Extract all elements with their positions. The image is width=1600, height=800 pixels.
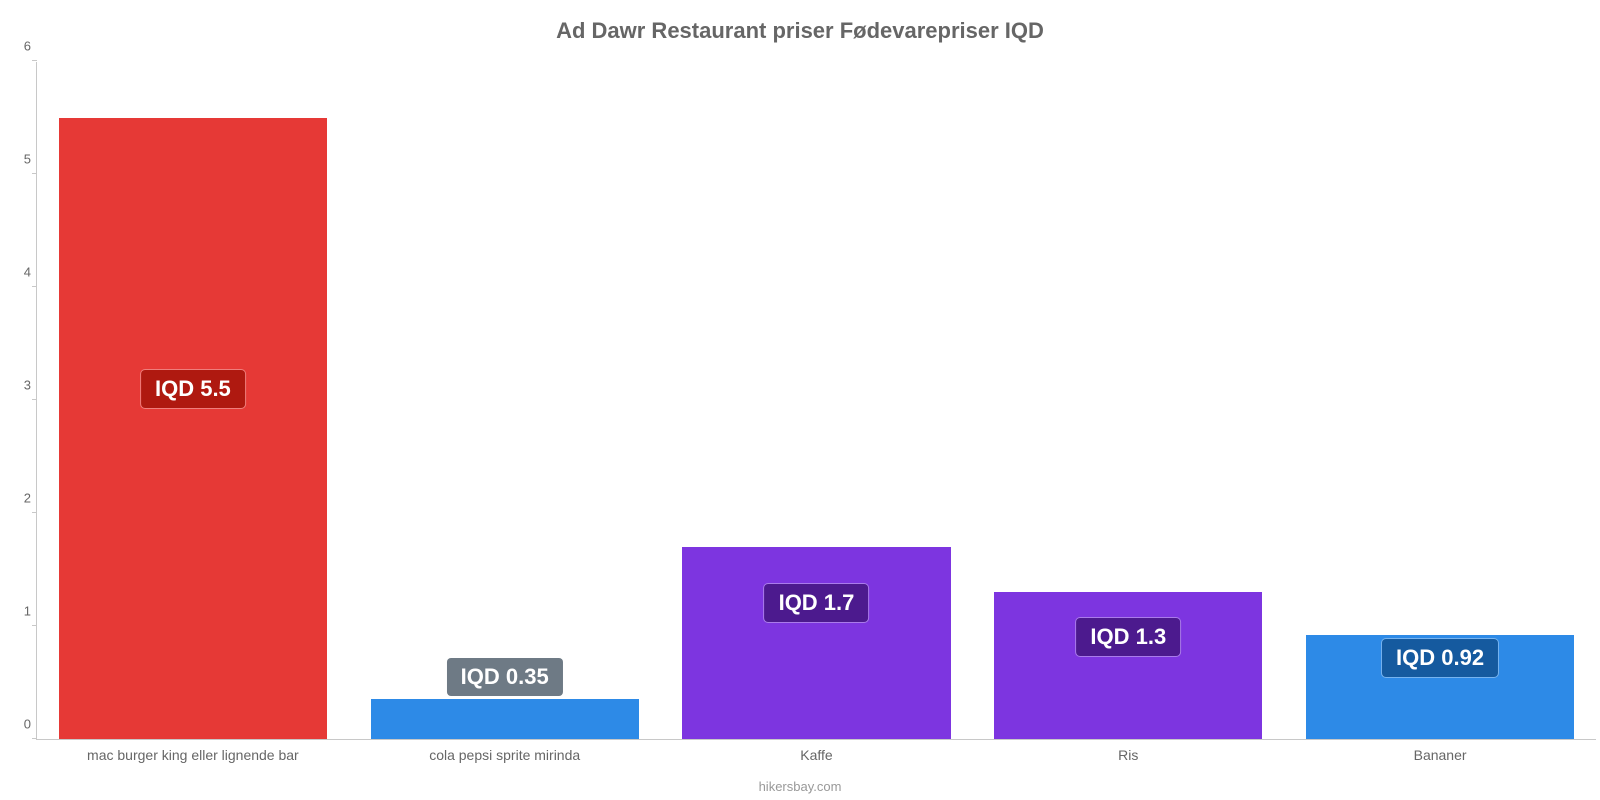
- bar-value-label: IQD 1.3: [1076, 618, 1180, 656]
- x-tick-label: cola pepsi sprite mirinda: [429, 747, 580, 763]
- x-tick-label: Ris: [1118, 747, 1138, 763]
- bar-value-label: IQD 1.7: [765, 584, 869, 622]
- bar: IQD 5.5: [59, 118, 327, 740]
- bar: IQD 0.35: [371, 699, 639, 739]
- y-tick-label: 4: [11, 265, 31, 280]
- bar-slot: IQD 0.92Bananer: [1284, 62, 1596, 739]
- bar: IQD 1.3: [994, 592, 1262, 739]
- y-tick-label: 6: [11, 39, 31, 54]
- bar-group: IQD 5.5mac burger king eller lignende ba…: [37, 62, 1596, 739]
- bar: IQD 1.7: [682, 547, 950, 739]
- bar-slot: IQD 0.35cola pepsi sprite mirinda: [349, 62, 661, 739]
- y-tick-label: 5: [11, 152, 31, 167]
- bar-value-label: IQD 0.35: [447, 658, 563, 696]
- y-tick-label: 1: [11, 604, 31, 619]
- y-tick-label: 2: [11, 491, 31, 506]
- chart-title: Ad Dawr Restaurant priser Fødevarepriser…: [0, 18, 1600, 44]
- bar-value-label: IQD 5.5: [141, 370, 245, 408]
- bar-value-label: IQD 0.92: [1382, 639, 1498, 677]
- x-tick-label: Kaffe: [800, 747, 832, 763]
- x-tick-label: mac burger king eller lignende bar: [87, 747, 299, 763]
- bar-slot: IQD 1.3Ris: [972, 62, 1284, 739]
- x-tick-label: Bananer: [1414, 747, 1467, 763]
- bar-slot: IQD 1.7Kaffe: [661, 62, 973, 739]
- y-tick-mark: [32, 60, 37, 61]
- bar-slot: IQD 5.5mac burger king eller lignende ba…: [37, 62, 349, 739]
- credit-text: hikersbay.com: [759, 779, 842, 794]
- y-tick-label: 3: [11, 378, 31, 393]
- bar: IQD 0.92: [1306, 635, 1574, 739]
- plot-area: 0123456 IQD 5.5mac burger king eller lig…: [36, 62, 1596, 740]
- y-tick-label: 0: [11, 717, 31, 732]
